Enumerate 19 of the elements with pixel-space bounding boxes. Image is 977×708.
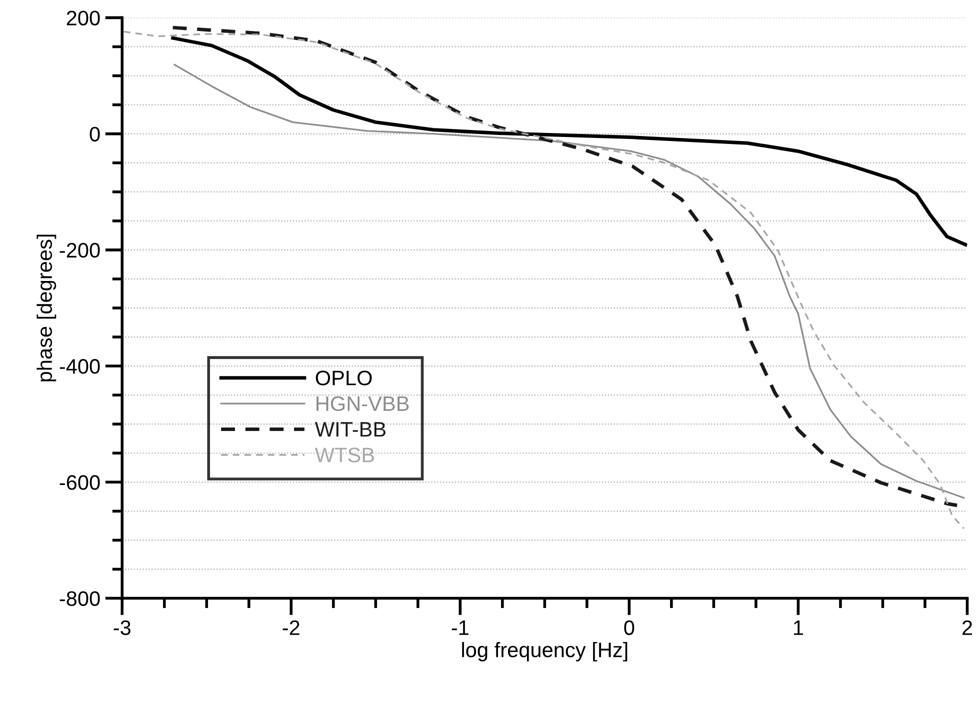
y-tick-label: 0 [90,126,100,142]
x-tick-label: -3 [114,620,130,636]
y-tick-label: -800 [60,591,100,606]
y-tick-label: -600 [60,475,100,490]
x-axis-title: log frequency [Hz] [462,642,628,662]
y-tick-label: -400 [60,359,100,374]
x-tick-label: -2 [282,620,300,635]
y-axis-title: phase [degrees] [36,234,56,382]
legend-label: HGN-VBB [316,396,409,412]
x-tick-label: 0 [624,620,634,636]
legend-label: WIT-BB [314,422,386,437]
x-tick-label: 1 [794,620,803,635]
y-tick-label: -200 [60,242,100,258]
y-tick-label: 200 [66,10,100,26]
x-tick-label: 2 [962,620,972,635]
legend-label: WTSB [314,448,374,462]
line-series [171,36,968,246]
x-tick-label: -1 [452,620,468,635]
legend-label: OPLO [316,370,372,386]
